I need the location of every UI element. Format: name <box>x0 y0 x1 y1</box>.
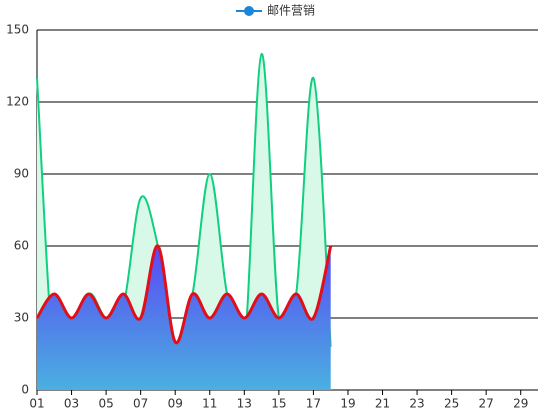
x-tick-label: 13 <box>237 397 252 411</box>
y-tick-label: 0 <box>21 383 29 397</box>
x-tick-label: 19 <box>340 397 355 411</box>
area <box>37 245 331 390</box>
x-tick-label: 07 <box>133 397 148 411</box>
x-tick-label: 09 <box>168 397 183 411</box>
legend-marker <box>244 6 254 16</box>
x-tick-label: 27 <box>479 397 494 411</box>
line <box>35 244 333 345</box>
x-tick-label: 15 <box>271 397 286 411</box>
legend-label: 邮件营销 <box>267 4 315 18</box>
y-tick-label: 90 <box>14 167 29 181</box>
x-tick-label: 23 <box>409 397 424 411</box>
y-tick-label: 30 <box>14 311 29 325</box>
x-tick-label: 05 <box>98 397 113 411</box>
x-tick-label: 01 <box>29 397 44 411</box>
y-tick-label: 120 <box>6 95 29 109</box>
x-tick-label: 21 <box>375 397 390 411</box>
x-tick-label: 03 <box>64 397 79 411</box>
x-tick-label: 29 <box>513 397 528 411</box>
x-tick-label: 17 <box>306 397 321 411</box>
y-tick-label: 150 <box>6 23 29 37</box>
x-tick-label: 11 <box>202 397 217 411</box>
x-tick-label: 25 <box>444 397 459 411</box>
y-tick-label: 60 <box>14 239 29 253</box>
